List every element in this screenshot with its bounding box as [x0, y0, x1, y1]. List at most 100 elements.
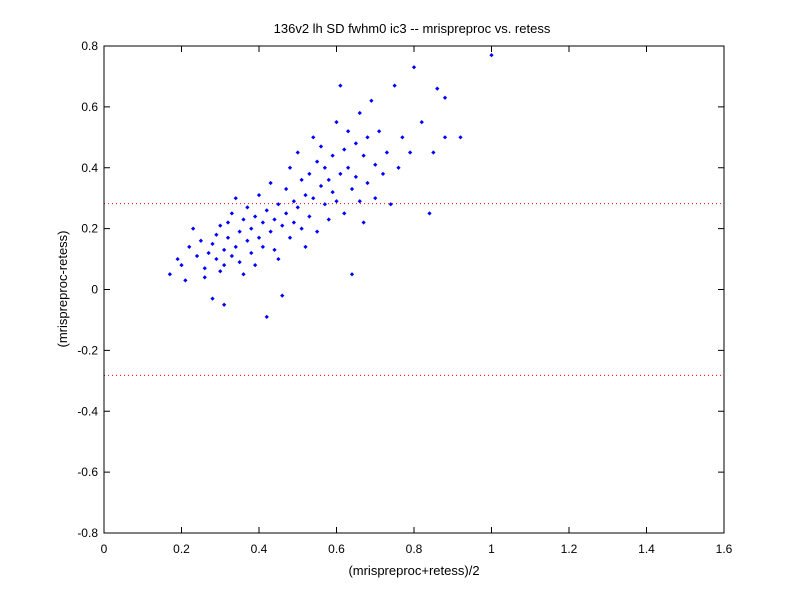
scatter-point [202, 275, 207, 280]
scatter-point [396, 165, 401, 170]
scatter-point [442, 95, 448, 100]
scatter-point [427, 211, 432, 216]
y-tick-label: -0.6 [77, 465, 98, 479]
scatter-point [287, 235, 293, 240]
scatter-point [353, 174, 358, 180]
scatter-point [315, 159, 320, 164]
scatter-point [357, 110, 362, 116]
scatter-point [369, 98, 374, 103]
scatter-point [318, 144, 324, 149]
scatter-point [326, 217, 331, 222]
scatter-point [225, 220, 231, 225]
scatter-point [229, 253, 234, 259]
scatter-point [183, 278, 188, 283]
scatter-point [431, 150, 436, 155]
x-tick-label: 1.2 [561, 542, 578, 556]
scatter-point [365, 180, 370, 186]
scatter-point [249, 250, 254, 256]
scatter-point [241, 272, 246, 277]
scatter-point [218, 269, 223, 274]
scatter-point [384, 150, 389, 155]
y-tick-label: 0 [91, 283, 98, 297]
scatter-point [349, 186, 355, 192]
scatter-point [237, 229, 242, 234]
scatter-point [276, 256, 281, 262]
chart-title: 136v2 lh SD fwhm0 ic3 -- mrispreproc vs.… [274, 21, 551, 36]
scatter-point [167, 272, 172, 277]
scatter-point [198, 238, 203, 243]
scatter-point [373, 196, 378, 201]
scatter-point [256, 235, 262, 240]
scatter-point [179, 263, 184, 268]
scatter-point [411, 65, 417, 70]
scatter-point [489, 53, 494, 58]
scatter-point [222, 247, 227, 253]
scatter-point [307, 214, 312, 219]
scatter-point [210, 241, 215, 246]
scatter-point [322, 165, 327, 170]
scatter-point [303, 244, 308, 250]
scatter-point [342, 211, 347, 216]
scatter-point [442, 135, 448, 140]
y-tick-label: 0.4 [81, 161, 98, 175]
y-tick-label: 0.6 [81, 100, 98, 114]
scatter-point [287, 165, 293, 170]
scatter-point [280, 223, 285, 228]
scatter-point [222, 263, 227, 268]
scatter-point [284, 211, 289, 216]
scatter-point [400, 135, 405, 140]
scatter-point [206, 250, 211, 256]
scatter-point [299, 177, 304, 183]
x-tick-label: 0.2 [173, 542, 190, 556]
scatter-point [392, 83, 397, 88]
plot-frame [103, 45, 725, 534]
x-tick-label: 0.6 [328, 542, 345, 556]
scatter-point [380, 171, 386, 176]
scatter-point [225, 235, 231, 240]
scatter-point [194, 253, 200, 259]
axes: 0 0.2 0.4 0.6 0.8 1 1.2 1.4 1.6 -0.8 -0.6 -0.4 -0.2 0… [77, 39, 732, 556]
scatter-point [284, 186, 289, 192]
y-tick-label: -0.8 [77, 526, 98, 540]
scatter-point [237, 259, 242, 265]
scatter-point [280, 293, 285, 298]
scatter-point [307, 171, 312, 176]
scatter-point [191, 226, 196, 231]
scatter-point [330, 189, 335, 195]
scatter-point [408, 150, 413, 155]
scatter-point [388, 202, 393, 207]
scatter-point [435, 86, 440, 91]
scatter-point [346, 165, 351, 170]
scatter-point [377, 129, 382, 134]
scatter-point [299, 226, 304, 231]
scatter-point [253, 263, 258, 268]
scatter-point [357, 199, 362, 204]
scatter-point [245, 238, 250, 243]
scatter-point [373, 162, 378, 167]
scatter-point [458, 135, 463, 140]
y-tick-label: 0.2 [81, 222, 98, 236]
y-tick-label: -0.2 [77, 343, 98, 357]
scatter-point [202, 266, 207, 271]
scatter-point [276, 202, 281, 207]
scatter-point [342, 147, 347, 152]
scatter-point [187, 244, 192, 250]
scatter-point [218, 223, 223, 228]
scatter-point [214, 232, 219, 237]
plot-area [104, 203, 724, 376]
scatter-point [326, 177, 331, 183]
scatter-point [268, 229, 273, 234]
x-tick-label: 1.4 [638, 542, 655, 556]
scatter-point [260, 220, 265, 225]
scatter-point [264, 208, 269, 213]
scatter-point [361, 220, 366, 225]
scatter-point [419, 119, 424, 125]
scatter-point [349, 272, 355, 277]
scatter-point [214, 256, 219, 262]
scatter-point [322, 202, 327, 207]
x-axis-label: (mrispreproc+retess)/2 [348, 563, 479, 578]
y-axis-label: (mrispreproc-retess) [55, 230, 70, 347]
x-tick-label: 0 [101, 542, 108, 556]
scatter-point [334, 119, 339, 125]
